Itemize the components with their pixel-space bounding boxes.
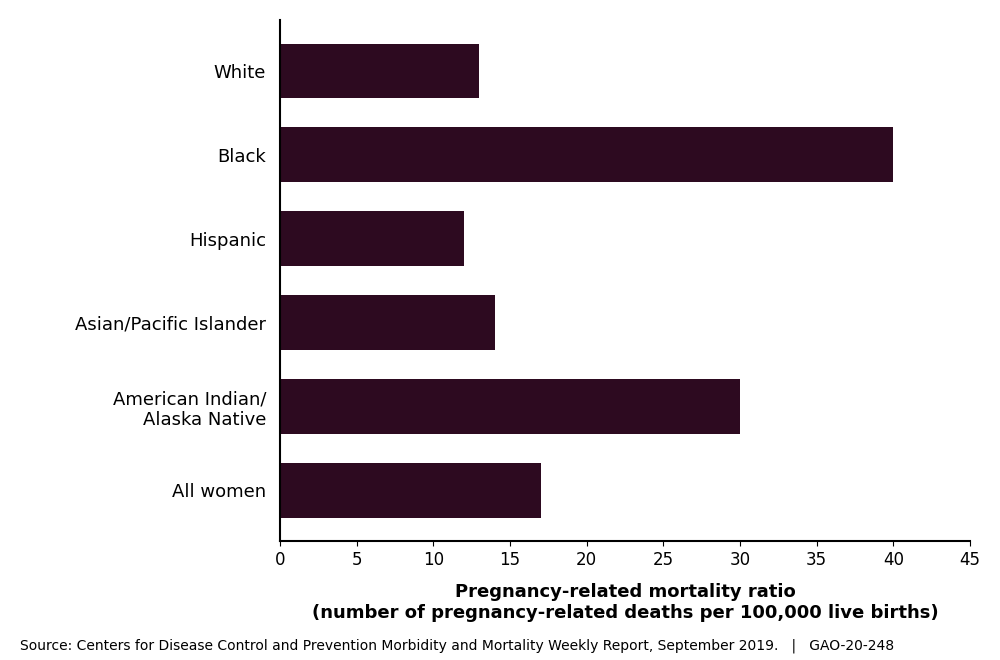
- Bar: [280, 211, 464, 266]
- Bar: [280, 127, 893, 182]
- Bar: [280, 379, 740, 434]
- Bar: [280, 295, 495, 350]
- Bar: [280, 463, 541, 517]
- Text: Source: Centers for Disease Control and Prevention Morbidity and Mortality Weekl: Source: Centers for Disease Control and …: [20, 639, 894, 653]
- X-axis label: Pregnancy-related mortality ratio
(number of pregnancy-related deaths per 100,00: Pregnancy-related mortality ratio (numbe…: [312, 583, 938, 622]
- Bar: [280, 44, 479, 98]
